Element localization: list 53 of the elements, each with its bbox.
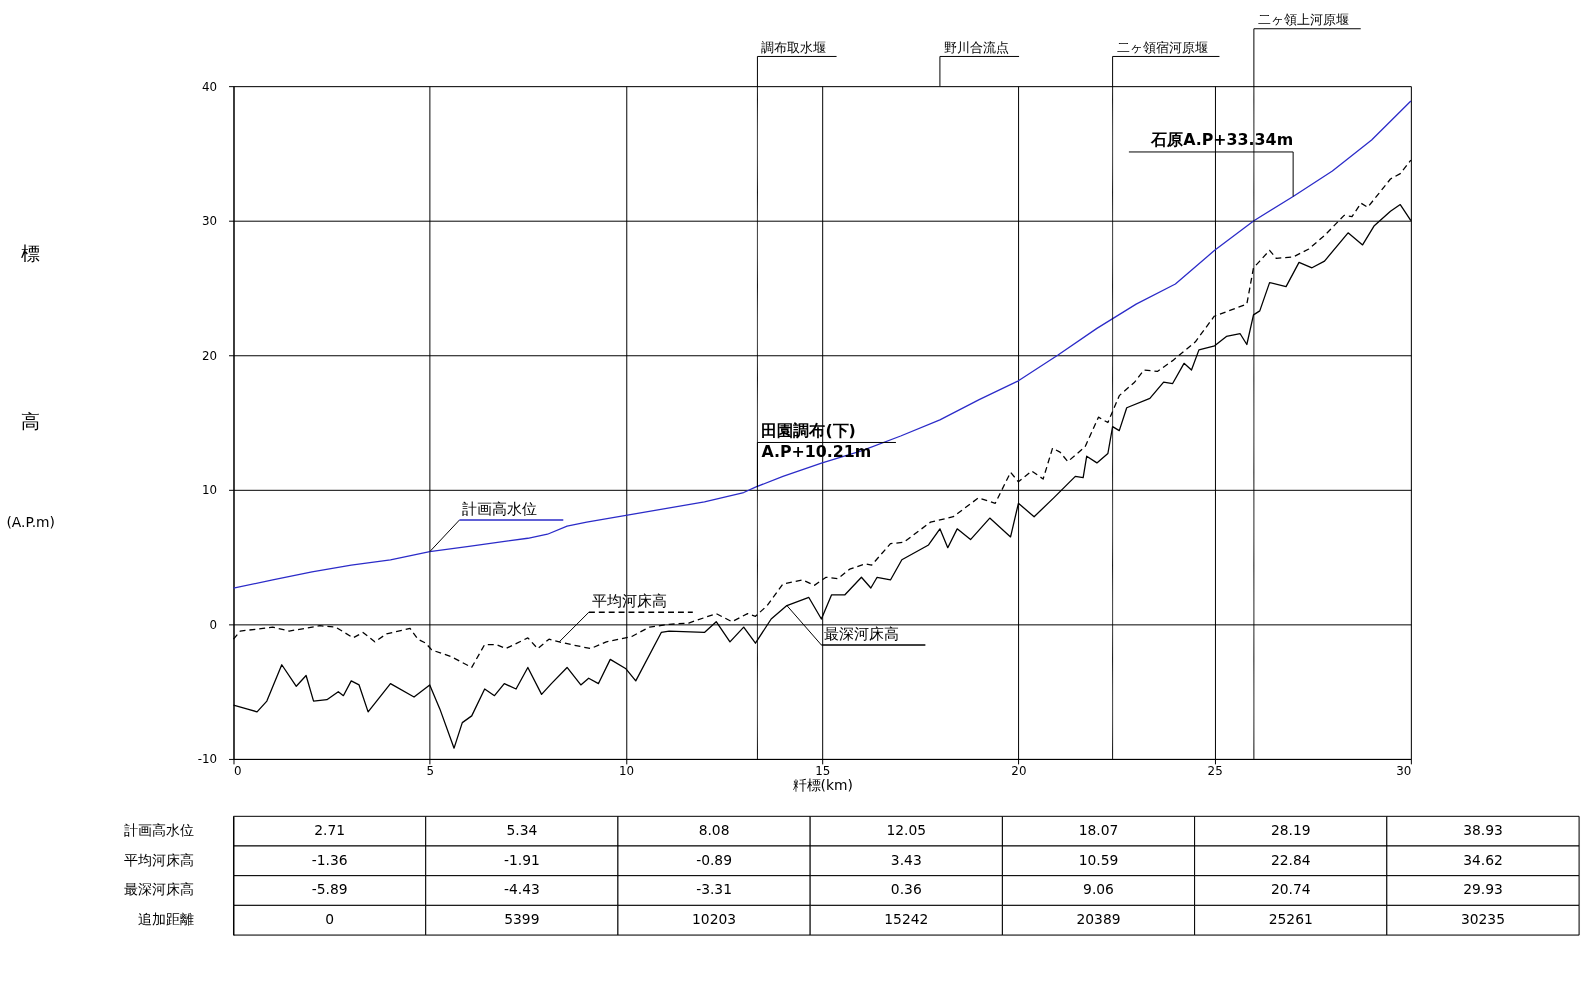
series-label: 計画高水位 (462, 500, 538, 518)
y-tick-label: 追加距離 (138, 911, 195, 928)
data-label: -3.31 (696, 881, 732, 898)
data-label: -5.89 (311, 881, 348, 898)
data-label: -0.89 (696, 851, 732, 868)
data-label: 22.84 (1270, 851, 1311, 868)
data-label: 20389 (1076, 911, 1121, 928)
data-label: 15242 (884, 911, 929, 928)
x-tick-label: 30 (1396, 764, 1412, 779)
text: 標高(A.P.m) (6, 243, 55, 531)
data-label: 5399 (504, 911, 540, 928)
data-label: 34.62 (1463, 851, 1503, 868)
data-label: 29.93 (1463, 881, 1503, 898)
x-axis-title: 粁標(km) (792, 777, 853, 794)
data-label: 5.34 (506, 822, 538, 839)
data-label: 9.06 (1083, 881, 1114, 898)
data-label: 10.59 (1078, 851, 1119, 868)
y-tick-label: 10 (202, 483, 218, 498)
data-label: 2.71 (314, 822, 346, 839)
data-label: 8.08 (698, 822, 730, 839)
y-tick-label: 30 (202, 214, 218, 229)
data-label: 10203 (692, 911, 737, 928)
data-label: -1.36 (311, 851, 348, 868)
ref-line-label: 二ヶ領宿河原堰 (1116, 39, 1208, 55)
x-tick-label: 15 (815, 764, 831, 779)
y-tick-label: 計画高水位 (124, 822, 195, 839)
data-label: 25261 (1268, 911, 1313, 928)
data-label: 12.05 (886, 822, 927, 839)
y-tick-label: 20 (202, 348, 218, 363)
data-label: 38.93 (1463, 822, 1503, 839)
y-tick-label: 最深河床高 (124, 881, 195, 898)
y-tick-label: -10 (197, 752, 218, 767)
y-tick-label: 40 (202, 79, 218, 94)
x-tick-label: 20 (1011, 764, 1027, 779)
x-tick-label: 25 (1207, 764, 1223, 779)
y-tick-label: 0 (209, 617, 218, 632)
ref-line-label: 二ヶ領上河原堰 (1257, 11, 1349, 27)
data-label: 20.74 (1270, 881, 1311, 898)
data-label: 0 (325, 911, 335, 928)
x-tick-label: 5 (426, 764, 434, 779)
data-label: 18.07 (1078, 822, 1119, 839)
data-label: -4.43 (503, 881, 540, 898)
y-tick-label: 平均河床高 (124, 851, 195, 868)
data-label: 30235 (1460, 911, 1505, 928)
ref-line-label: 調布取水堰 (761, 39, 827, 55)
x-tick-label: 0 (233, 764, 242, 779)
series-label: 最深河床高 (824, 625, 900, 643)
data-label: 28.19 (1270, 822, 1311, 839)
data-label: -1.91 (503, 851, 540, 868)
data-label: 3.43 (890, 851, 922, 868)
text: 野川合流点 (943, 39, 1009, 55)
x-tick-label: 10 (618, 764, 634, 779)
data-label: 0.36 (890, 881, 922, 898)
